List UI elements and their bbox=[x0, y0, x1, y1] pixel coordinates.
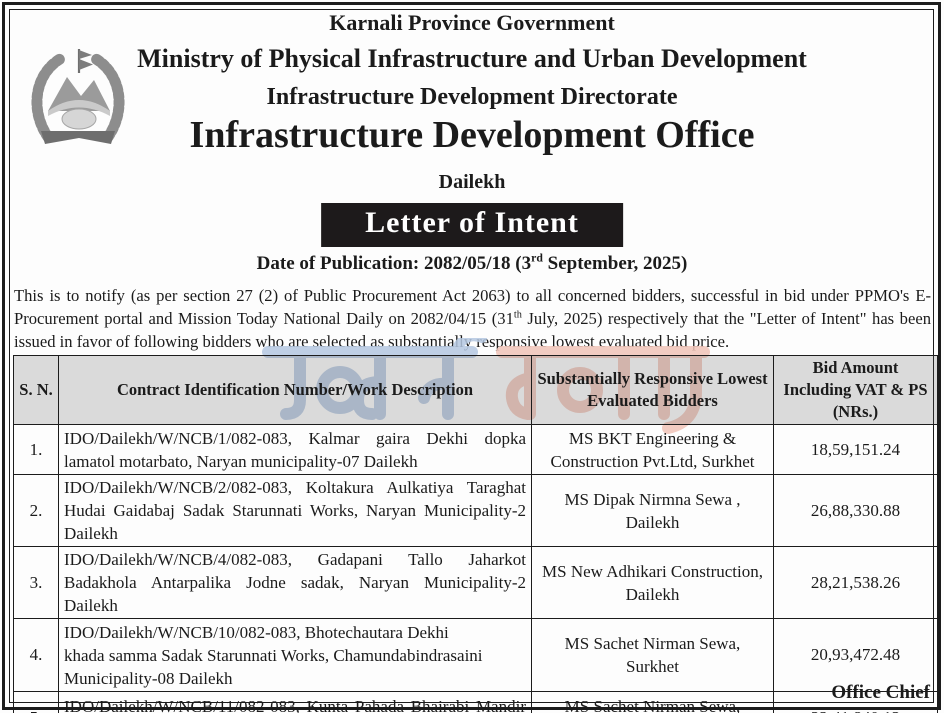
sn-cell: 2. bbox=[13, 474, 59, 547]
table-row: 3. IDO/Dailekh/W/NCB/4/082-083, Gadapani… bbox=[13, 546, 938, 619]
bidder-cell: MS BKT Engineering & Construction Pvt.Lt… bbox=[531, 424, 774, 475]
header-amount: Bid Amount Including VAT & PS (NRs.) bbox=[773, 355, 938, 425]
sn-cell: 1. bbox=[13, 424, 59, 475]
contract-cell: IDO/Dailekh/W/NCB/11/082-083, Kunta Paha… bbox=[58, 691, 532, 713]
amount-cell: 22,41,840.13 bbox=[773, 691, 938, 713]
bidder-cell: MS Sachet Nirman Sewa, Surkhet bbox=[531, 618, 774, 692]
amount-cell: 28,21,538.26 bbox=[773, 546, 938, 619]
contract-cell: IDO/Dailekh/W/NCB/1/082-083, Kalmar gair… bbox=[58, 424, 532, 475]
sn-cell: 5. bbox=[13, 691, 59, 713]
nepal-emblem-icon bbox=[31, 49, 125, 144]
publication-date-ordinal: rd bbox=[531, 251, 543, 265]
publication-date: Date of Publication: 2082/05/18 (3rd Sep… bbox=[0, 251, 944, 275]
bidder-cell: MS Dipak Nirmna Sewa , Dailekh bbox=[531, 474, 774, 547]
government-name: Karnali Province Government bbox=[329, 10, 615, 35]
publication-date-prefix: Date of Publication: 2082/05/18 (3 bbox=[256, 253, 532, 274]
header-bidder: Substantially Responsive Lowest Evaluate… bbox=[531, 355, 774, 425]
bidder-cell: MS Sachet Nirman Sewa, Surkhet bbox=[531, 691, 774, 713]
amount-cell: 18,59,151.24 bbox=[773, 424, 938, 475]
contract-cell: IDO/Dailekh/W/NCB/10/082-083, Bhotechaut… bbox=[58, 618, 532, 692]
table-header-row: S. N. Contract Identification Number/Wor… bbox=[13, 355, 938, 425]
notice-ordinal: th bbox=[513, 309, 522, 321]
amount-cell: 26,88,330.88 bbox=[773, 474, 938, 547]
publication-date-suffix: September, 2025) bbox=[542, 253, 688, 274]
sn-cell: 4. bbox=[13, 618, 59, 692]
table-row: 1. IDO/Dailekh/W/NCB/1/082-083, Kalmar g… bbox=[13, 424, 938, 475]
notice-part1: This is to notify (as per section 27 (2)… bbox=[14, 286, 931, 328]
ministry-name: Ministry of Physical Infrastructure and … bbox=[137, 44, 807, 73]
amount-cell: 20,93,472.48 bbox=[773, 618, 938, 692]
contract-cell: IDO/Dailekh/W/NCB/2/082-083, Koltakura A… bbox=[58, 474, 532, 547]
table-row: 4. IDO/Dailekh/W/NCB/10/082-083, Bhotech… bbox=[13, 618, 938, 692]
office-name: Infrastructure Development Office bbox=[189, 114, 755, 156]
bidder-cell: MS New Adhikari Construction, Dailekh bbox=[531, 546, 774, 619]
sn-cell: 3. bbox=[13, 546, 59, 619]
letter-of-intent-banner: Letter of Intent bbox=[321, 203, 623, 247]
contract-cell: IDO/Dailekh/W/NCB/4/082-083, Gadapani Ta… bbox=[58, 546, 532, 619]
letter-of-intent-table: S. N. Contract Identification Number/Wor… bbox=[13, 355, 938, 713]
directorate-name: Infrastructure Development Directorate bbox=[266, 84, 678, 110]
header-sn: S. N. bbox=[13, 355, 59, 425]
district-name: Dailekh bbox=[438, 171, 506, 193]
table-row: 5. IDO/Dailekh/W/NCB/11/082-083, Kunta P… bbox=[13, 691, 938, 713]
table-row: 2. IDO/Dailekh/W/NCB/2/082-083, Koltakur… bbox=[13, 474, 938, 547]
header-contract: Contract Identification Number/Work Desc… bbox=[58, 355, 532, 425]
